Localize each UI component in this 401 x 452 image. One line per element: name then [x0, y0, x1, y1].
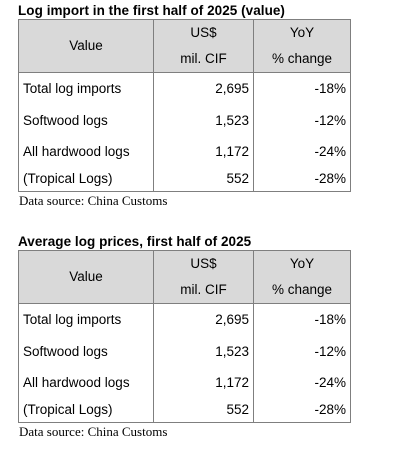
- header-currency: US$: [153, 250, 254, 277]
- row-value: 1,172: [153, 136, 254, 167]
- table-title: Log import in the first half of 2025 (va…: [18, 3, 285, 18]
- row-yoy: -24%: [253, 136, 351, 167]
- table-row: All hardwood logs 1,172 -24%: [18, 367, 351, 398]
- header-yoy: YoY: [253, 250, 351, 277]
- data-source: Data source: China Customs: [19, 424, 168, 439]
- average-log-prices-table: Value US$ YoY mil. CIF % change Total lo…: [18, 250, 351, 423]
- row-label: All hardwood logs: [18, 136, 154, 167]
- row-yoy: -12%: [253, 105, 351, 136]
- table-row: (Tropical Logs) 552 -28%: [18, 167, 351, 192]
- header-yoy: YoY: [253, 19, 351, 46]
- header-change: % change: [253, 46, 351, 73]
- row-yoy: -24%: [253, 367, 351, 398]
- table-row: Total log imports 2,695 -18%: [18, 72, 351, 105]
- row-value: 2,695: [153, 303, 254, 336]
- log-import-table: Value US$ YoY mil. CIF % change Total lo…: [18, 19, 351, 192]
- header-row: Value US$ YoY: [18, 19, 351, 73]
- row-value: 1,172: [153, 367, 254, 398]
- row-label: (Tropical Logs): [18, 398, 154, 423]
- row-label: Total log imports: [18, 303, 154, 336]
- header-row: Value US$ YoY: [18, 250, 351, 304]
- header-unit: mil. CIF: [153, 46, 254, 73]
- row-value: 1,523: [153, 336, 254, 367]
- row-value: 552: [153, 398, 254, 423]
- table-row: All hardwood logs 1,172 -24%: [18, 136, 351, 167]
- row-yoy: -28%: [253, 167, 351, 192]
- data-source: Data source: China Customs: [19, 193, 168, 208]
- table-row: Total log imports 2,695 -18%: [18, 303, 351, 336]
- header-currency: US$: [153, 19, 254, 46]
- header-row: mil. CIF % change: [19, 46, 351, 73]
- header-change: % change: [253, 277, 351, 304]
- table-title: Average log prices, first half of 2025: [18, 234, 252, 249]
- row-label: Total log imports: [18, 72, 154, 105]
- table-row: Softwood logs 1,523 -12%: [18, 105, 351, 136]
- row-label: Softwood logs: [18, 105, 154, 136]
- row-yoy: -28%: [253, 398, 351, 423]
- header-row: mil. CIF % change: [19, 277, 351, 304]
- table-block-log-import: Log import in the first half of 2025 (va…: [18, 3, 351, 208]
- row-yoy: -18%: [253, 303, 351, 336]
- row-label: (Tropical Logs): [18, 167, 154, 192]
- row-value: 2,695: [153, 72, 254, 105]
- table-block-average-log-prices: Average log prices, first half of 2025 V…: [18, 234, 351, 439]
- row-value: 1,523: [153, 105, 254, 136]
- row-yoy: -18%: [253, 72, 351, 105]
- row-label: Softwood logs: [18, 336, 154, 367]
- row-label: All hardwood logs: [18, 367, 154, 398]
- table-row: (Tropical Logs) 552 -28%: [18, 398, 351, 423]
- header-unit: mil. CIF: [153, 277, 254, 304]
- table-row: Softwood logs 1,523 -12%: [18, 336, 351, 367]
- header-value: Value: [18, 250, 154, 304]
- header-value: Value: [18, 19, 154, 73]
- row-yoy: -12%: [253, 336, 351, 367]
- row-value: 552: [153, 167, 254, 192]
